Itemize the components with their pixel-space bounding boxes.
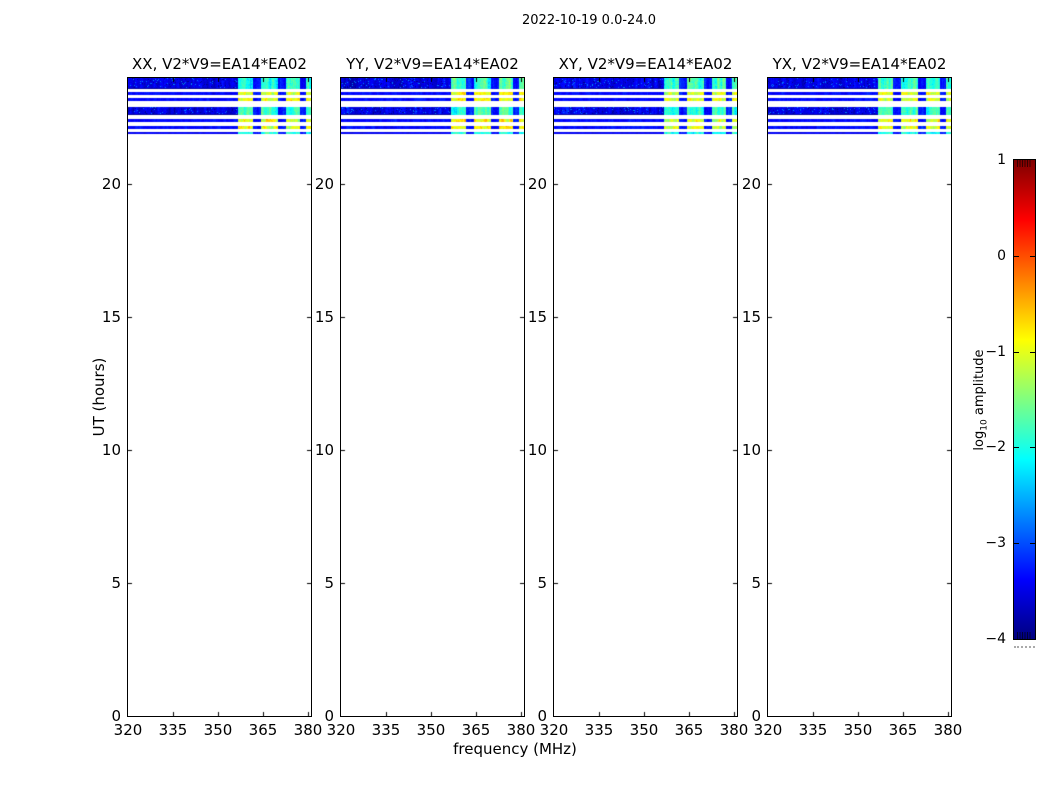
x-tick-label: 365 bbox=[461, 721, 491, 739]
y-tick-label: 0 bbox=[751, 707, 761, 725]
colorbar-label: log10 amplitude bbox=[972, 349, 990, 451]
x-tick-label: 320 bbox=[539, 721, 569, 739]
colorbar-tick bbox=[1014, 447, 1019, 448]
y-tick-label: 10 bbox=[741, 441, 761, 459]
colorbar-tick bbox=[1030, 256, 1035, 257]
colorbar-tick-label: 0 bbox=[997, 248, 1006, 264]
panel-title: XX, V2*V9=EA14*EA02 bbox=[132, 55, 307, 73]
colorbar-tick bbox=[1030, 543, 1035, 544]
x-tick-label: 350 bbox=[843, 721, 873, 739]
colorbar-tick bbox=[1014, 543, 1019, 544]
y-tick-label: 5 bbox=[751, 574, 761, 592]
x-tick-label: 320 bbox=[113, 721, 143, 739]
y-tick-label: 10 bbox=[101, 441, 121, 459]
x-tick-label: 320 bbox=[753, 721, 783, 739]
x-tick-label: 335 bbox=[158, 721, 188, 739]
x-tick-label: 380 bbox=[719, 721, 749, 739]
heatmap-YX bbox=[768, 78, 951, 716]
y-tick-label: 0 bbox=[537, 707, 547, 725]
colorbar-tick-label: −3 bbox=[985, 535, 1006, 551]
x-tick-label: 350 bbox=[416, 721, 446, 739]
colorbar-tick bbox=[1014, 352, 1019, 353]
y-tick-label: 20 bbox=[314, 175, 334, 193]
y-tick-label: 10 bbox=[314, 441, 334, 459]
y-tick-label: 15 bbox=[314, 308, 334, 326]
y-tick-label: 5 bbox=[537, 574, 547, 592]
figure-title: 2022-10-19 0.0-24.0 bbox=[522, 13, 656, 28]
colorbar-tick-label: 1 bbox=[997, 152, 1006, 168]
panel-XY bbox=[553, 77, 738, 717]
panel-YY bbox=[340, 77, 525, 717]
heatmap-XX bbox=[128, 78, 311, 716]
colorbar-dotted-marker bbox=[1014, 646, 1035, 648]
y-axis-label: UT (hours) bbox=[90, 357, 108, 437]
x-tick-label: 365 bbox=[248, 721, 278, 739]
x-tick-label: 380 bbox=[506, 721, 536, 739]
x-tick-label: 350 bbox=[203, 721, 233, 739]
x-axis-label: frequency (MHz) bbox=[453, 740, 577, 758]
colorbar-hatch-bottom bbox=[1017, 632, 1032, 639]
y-tick-label: 15 bbox=[101, 308, 121, 326]
y-tick-label: 0 bbox=[324, 707, 334, 725]
heatmap-YY bbox=[341, 78, 524, 716]
colorbar bbox=[1013, 159, 1036, 640]
colorbar-tick bbox=[1030, 352, 1035, 353]
x-tick-label: 335 bbox=[371, 721, 401, 739]
colorbar-tick-label: −4 bbox=[985, 631, 1006, 647]
x-tick-label: 365 bbox=[888, 721, 918, 739]
colorbar-tick bbox=[1030, 447, 1035, 448]
panel-YX bbox=[767, 77, 952, 717]
y-tick-label: 0 bbox=[111, 707, 121, 725]
colorbar-tick-label: −2 bbox=[985, 439, 1006, 455]
y-tick-label: 15 bbox=[527, 308, 547, 326]
colorbar-hatch-top bbox=[1017, 160, 1032, 167]
colorbar-tick bbox=[1014, 256, 1019, 257]
y-tick-label: 15 bbox=[741, 308, 761, 326]
y-tick-label: 5 bbox=[324, 574, 334, 592]
y-tick-label: 10 bbox=[527, 441, 547, 459]
x-tick-label: 320 bbox=[326, 721, 356, 739]
heatmap-XY bbox=[554, 78, 737, 716]
y-tick-label: 20 bbox=[101, 175, 121, 193]
x-tick-label: 365 bbox=[674, 721, 704, 739]
panel-XX bbox=[127, 77, 312, 717]
x-tick-label: 335 bbox=[798, 721, 828, 739]
panel-title: YY, V2*V9=EA14*EA02 bbox=[346, 55, 519, 73]
x-tick-label: 350 bbox=[629, 721, 659, 739]
y-tick-label: 5 bbox=[111, 574, 121, 592]
panel-title: XY, V2*V9=EA14*EA02 bbox=[558, 55, 733, 73]
colorbar-tick-label: −1 bbox=[985, 344, 1006, 360]
y-tick-label: 20 bbox=[741, 175, 761, 193]
panel-title: YX, V2*V9=EA14*EA02 bbox=[772, 55, 947, 73]
y-tick-label: 20 bbox=[527, 175, 547, 193]
x-tick-label: 335 bbox=[584, 721, 614, 739]
x-tick-label: 380 bbox=[293, 721, 323, 739]
x-tick-label: 380 bbox=[933, 721, 963, 739]
